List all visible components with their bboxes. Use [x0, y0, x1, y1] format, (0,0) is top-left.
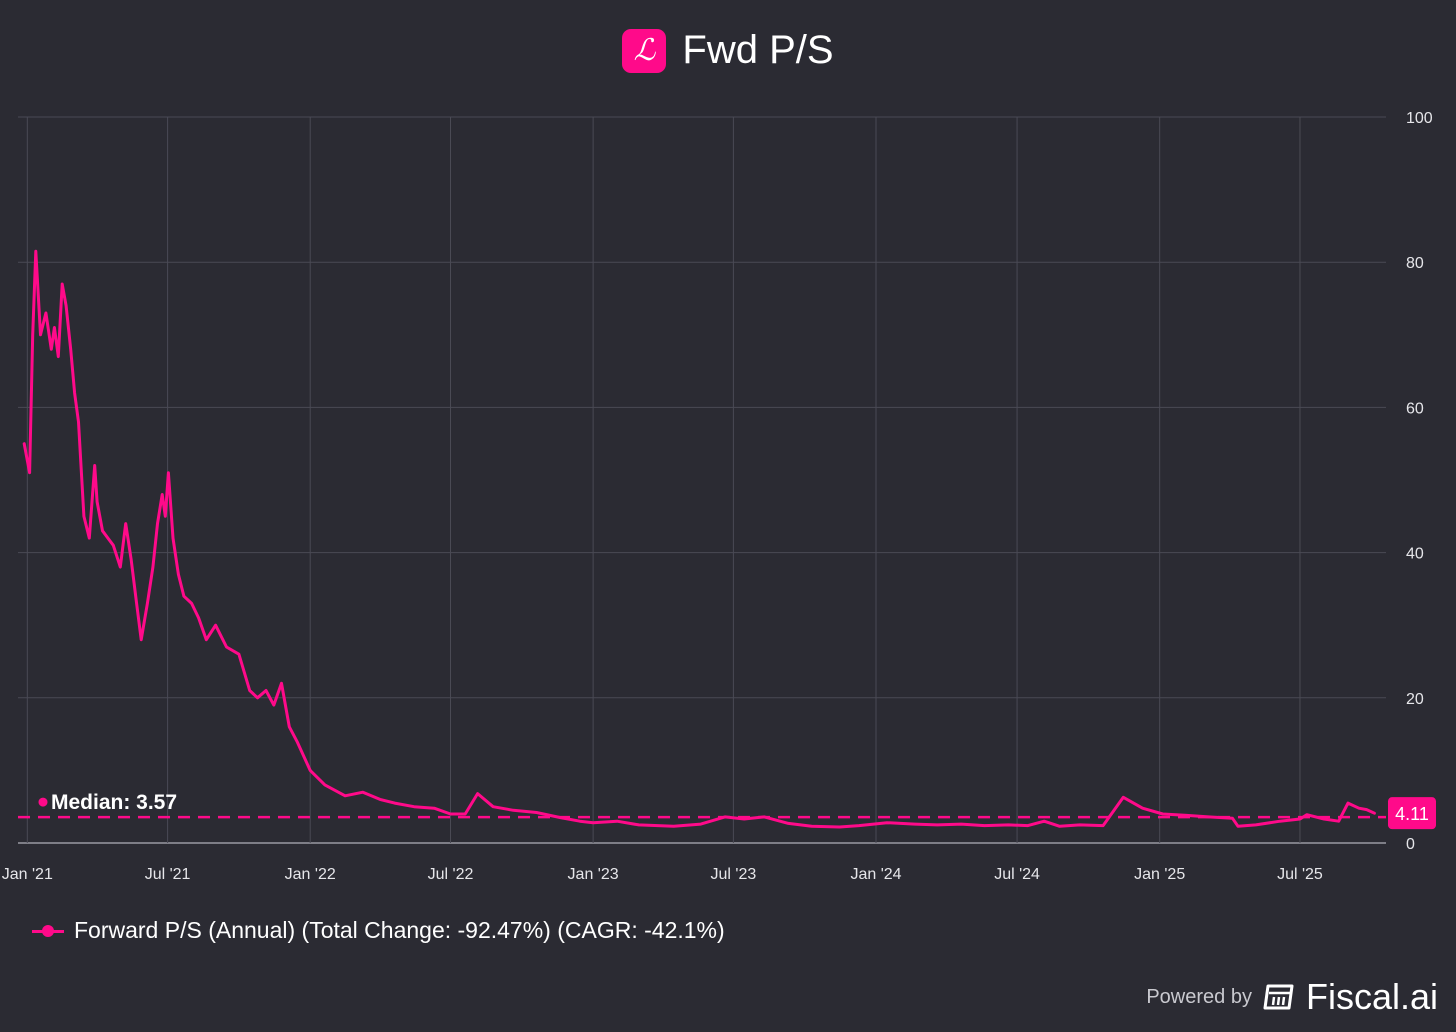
y-tick-label: 40	[1406, 546, 1424, 563]
company-logo-icon: ℒ	[622, 28, 667, 73]
x-tick-label: Jan '24	[850, 866, 901, 883]
x-tick-label: Jul '21	[145, 866, 191, 883]
y-tick-label: 60	[1406, 400, 1424, 417]
y-tick-label: 20	[1406, 691, 1424, 708]
chart-header: ℒ Fwd P/S	[0, 28, 1456, 73]
legend-label: Forward P/S (Annual) (Total Change: -92.…	[74, 917, 725, 943]
median-dot	[38, 797, 48, 807]
powered-by-label: Powered by	[1146, 985, 1252, 1008]
y-tick-label: 100	[1406, 110, 1433, 127]
y-tick-label: 80	[1406, 255, 1424, 272]
last-value-label: 4.11	[1395, 804, 1429, 824]
footer-branding: Powered by Fiscal.ai	[1146, 976, 1438, 1018]
x-tick-label: Jan '25	[1134, 866, 1185, 883]
legend-marker-icon	[32, 924, 64, 938]
fiscal-logo-icon	[1263, 984, 1294, 1010]
chart-plot: 100 80 60 40 20 0 Jan '21 Jul '21 Jan '22 Jul '22…	[2, 110, 1436, 883]
last-value-badge	[1388, 797, 1436, 830]
x-tick-label: Jul '25	[1277, 866, 1323, 883]
x-tick-label: Jul '24	[994, 866, 1040, 883]
series-line	[22, 249, 1376, 829]
x-tick-label: Jan '22	[285, 866, 336, 883]
x-tick-label: Jul '22	[428, 866, 474, 883]
x-tick-label: Jan '23	[568, 866, 619, 883]
chart-title: Fwd P/S	[682, 28, 834, 72]
y-tick-label: 0	[1406, 836, 1415, 853]
x-tick-label: Jan '21	[2, 866, 53, 883]
x-tick-label: Jul '23	[711, 866, 757, 883]
legend[interactable]: Forward P/S (Annual) (Total Change: -92.…	[32, 917, 725, 944]
brand-name: Fiscal.ai	[1305, 976, 1438, 1017]
median-label: Median: 3.57	[51, 791, 177, 814]
